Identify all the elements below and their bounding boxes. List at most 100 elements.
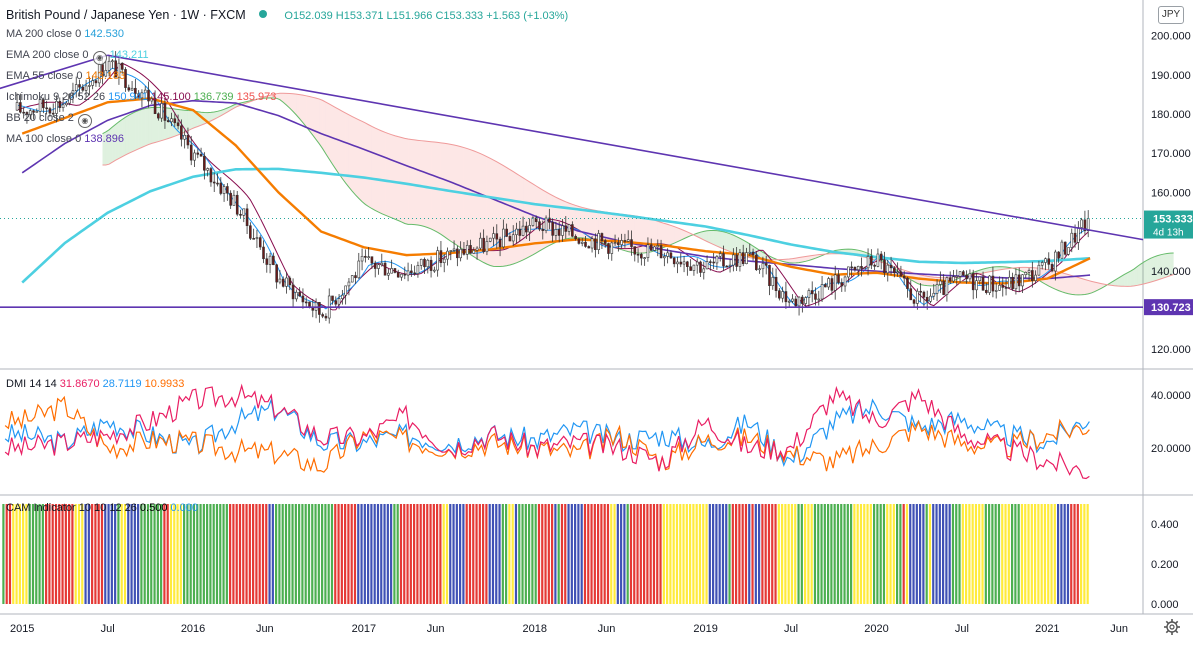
ichimoku-cloud-segment bbox=[726, 232, 731, 252]
candle-body bbox=[817, 298, 821, 301]
indicator-row[interactable]: BB 20 close 2 ◉ bbox=[6, 112, 92, 128]
indicator-row[interactable]: MA 100 close 0 138.896 bbox=[6, 133, 124, 145]
candle-body bbox=[157, 113, 160, 119]
ichimoku-cloud-segment bbox=[125, 115, 129, 155]
ichimoku-cloud-segment bbox=[371, 126, 376, 211]
time-axis-label: 2020 bbox=[864, 623, 888, 635]
cam-bar bbox=[817, 504, 820, 604]
indicator-row[interactable]: MA 200 close 0 142.530 bbox=[6, 28, 124, 40]
candle-body bbox=[791, 298, 794, 302]
candle-body bbox=[235, 194, 239, 215]
candle-body bbox=[820, 284, 824, 300]
candle-body bbox=[1031, 270, 1034, 281]
candle-body bbox=[1083, 219, 1087, 232]
cam-bar bbox=[380, 504, 383, 604]
ichimoku-cloud-segment bbox=[408, 138, 412, 225]
ichimoku-cloud-segment bbox=[1117, 276, 1122, 287]
candle-body bbox=[889, 264, 893, 269]
resistance-trendline bbox=[107, 54, 1144, 241]
cam-bar bbox=[705, 504, 708, 604]
indicator-row[interactable]: EMA 55 close 0 143.183 bbox=[6, 70, 125, 82]
cam-bar bbox=[160, 504, 163, 604]
cam-bar bbox=[91, 504, 94, 604]
chart-title-row: British Pound / Japanese Yen · 1W · FXCM… bbox=[6, 8, 568, 22]
candle-body bbox=[590, 238, 594, 249]
indicator-value: 145.100 bbox=[147, 91, 191, 103]
cam-bar bbox=[800, 504, 803, 604]
candle-body bbox=[268, 255, 272, 265]
candle-body bbox=[663, 256, 666, 259]
candle-body bbox=[768, 265, 771, 287]
cam-bar bbox=[636, 504, 639, 604]
gear-icon[interactable] bbox=[1163, 618, 1181, 636]
ichimoku-cloud-segment bbox=[1101, 283, 1105, 289]
dmi-plus-di-line bbox=[4, 397, 1090, 468]
candle-body bbox=[74, 84, 78, 91]
ichimoku-cloud-segment bbox=[930, 276, 934, 286]
candle-body bbox=[88, 85, 91, 87]
cam-bar bbox=[616, 504, 619, 604]
indicator-row[interactable]: EMA 200 close 0 ◉ 143.211 bbox=[6, 49, 149, 65]
ichimoku-cloud-segment bbox=[1091, 281, 1095, 293]
cam-bar bbox=[754, 504, 757, 604]
candle-body bbox=[416, 265, 420, 275]
candle-body bbox=[784, 291, 788, 303]
symbol-title[interactable]: British Pound / Japanese Yen · 1W · FXCM bbox=[6, 8, 246, 22]
ichimoku-cloud-segment bbox=[733, 235, 737, 254]
cam-bar bbox=[71, 504, 74, 604]
candle-body bbox=[423, 258, 426, 268]
cam-bar bbox=[429, 504, 432, 604]
candle-body bbox=[603, 240, 607, 244]
candle-body bbox=[1027, 270, 1031, 273]
cam-bar bbox=[330, 504, 334, 604]
cam-bar bbox=[761, 504, 764, 604]
candle-body bbox=[528, 225, 531, 233]
cam-legend[interactable]: CAM Indicator 10 10 12 26 0.500 0.000 bbox=[6, 502, 198, 514]
candle-body bbox=[1054, 251, 1057, 272]
candle-body bbox=[22, 111, 25, 114]
ichimoku-cloud-segment bbox=[480, 153, 484, 263]
candle-body bbox=[442, 258, 446, 264]
cam-bar bbox=[150, 504, 153, 604]
cam-bar bbox=[672, 504, 675, 604]
candle-body bbox=[830, 278, 834, 291]
cam-bar bbox=[367, 504, 370, 604]
ichimoku-cloud-segment bbox=[792, 258, 796, 263]
candle-body bbox=[452, 248, 456, 251]
cam-bar bbox=[718, 504, 721, 604]
cam-bar bbox=[432, 504, 435, 604]
hidden-eye-icon[interactable]: ◉ bbox=[92, 51, 107, 65]
dmi-label: DMI 14 14 bbox=[6, 378, 57, 390]
cam-bar bbox=[219, 504, 222, 604]
candle-body bbox=[1040, 262, 1044, 266]
candle-body bbox=[580, 241, 584, 244]
candle-body bbox=[114, 60, 117, 78]
candle-body bbox=[272, 255, 275, 266]
candle-body bbox=[314, 302, 318, 311]
cam-bar bbox=[130, 504, 133, 604]
cam-bar bbox=[600, 504, 603, 604]
ichimoku-cloud-segment bbox=[720, 231, 724, 249]
ichimoku-cloud-segment bbox=[996, 266, 1000, 271]
candle-body bbox=[804, 297, 807, 304]
cam-bar bbox=[721, 504, 725, 604]
dmi-legend[interactable]: DMI 14 14 31.8670 28.7119 10.9933 bbox=[6, 378, 184, 390]
candle-body bbox=[107, 60, 111, 71]
hidden-eye-icon[interactable]: ◉ bbox=[77, 114, 92, 128]
currency-label[interactable]: JPY bbox=[1158, 6, 1184, 24]
cam-bar bbox=[899, 504, 902, 604]
candle-body bbox=[344, 285, 347, 296]
candle-body bbox=[672, 257, 676, 265]
candle-body bbox=[827, 278, 830, 288]
ichimoku-cloud-segment bbox=[302, 95, 307, 127]
cam-bar bbox=[669, 504, 672, 604]
cam-bar bbox=[252, 504, 255, 604]
candle-body bbox=[281, 278, 285, 287]
indicator-row[interactable]: Ichimoku 9 26 52 26 150.941 145.100 136.… bbox=[6, 91, 276, 103]
candle-body bbox=[258, 237, 262, 248]
ichimoku-cloud-segment bbox=[447, 143, 451, 242]
cam-bar bbox=[1040, 504, 1043, 604]
ichimoku-cloud-segment bbox=[664, 223, 668, 248]
